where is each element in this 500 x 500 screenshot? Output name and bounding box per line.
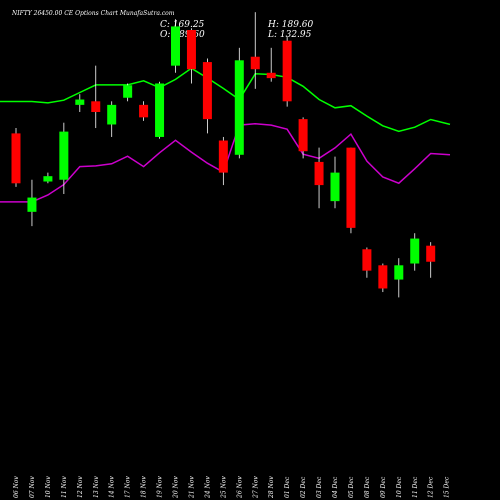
candle [171,19,180,73]
x-axis-labels: 06 Nov 07 Nov 10 Nov 11 Nov 12 Nov 13 Nov 14 N… [13,476,451,499]
candle-body-down [346,147,356,228]
candle [266,47,276,82]
x-tick-label: 04 Dec [332,476,339,498]
candle-body-up [27,197,37,212]
chart-title: NIFTY 26450.00 CE Options Chart MunafaSu… [11,10,175,17]
x-tick-label: 13 Nov [93,476,100,498]
high-label: H: 189.60 [267,20,314,30]
candle [298,117,308,159]
candle-body-up [234,60,244,155]
candle-body-down [250,56,260,70]
x-tick-label: 18 Nov [141,476,148,498]
candle-body-down [266,72,276,79]
x-tick-label: 07 Nov [29,476,36,498]
candle-body-down [11,133,21,184]
candle-body-up [43,176,53,182]
x-tick-label: 20 Nov [173,476,180,499]
candle [91,65,101,129]
candle-body-down [282,40,292,102]
candle-body-down [298,119,308,152]
candle-body-up [410,238,420,264]
overlay-lines [0,67,451,203]
x-tick-label: 09 Dec [380,476,387,498]
candle-body-down [362,249,372,271]
candle [282,37,292,107]
x-tick-label: 24 Nov [204,476,211,499]
candle [330,156,340,209]
x-tick-label: 12 Dec [428,476,435,498]
candle-body-up [394,265,404,280]
x-tick-label: 02 Dec [300,476,307,498]
x-tick-label: 15 Dec [444,476,451,498]
candle [11,128,21,187]
candle-body-up [330,172,340,202]
open-label: O: 189.60 [160,30,205,40]
candle [155,81,165,139]
candle-body-up [123,85,133,98]
candle-body-down [378,265,388,289]
candle [218,136,228,186]
x-tick-label: 26 Nov [236,476,243,499]
candle [314,147,324,209]
candle [59,122,69,194]
candle-body-down [314,161,324,186]
candle [346,147,356,234]
x-tick-label: 11 Dec [412,476,419,498]
x-tick-label: 11 Nov [61,476,68,498]
candle [139,101,149,121]
x-tick-label: 25 Nov [220,476,227,499]
x-tick-label: 12 Nov [77,476,84,498]
candle [250,12,260,89]
x-tick-label: 05 Dec [348,476,355,498]
x-tick-label: 03 Dec [316,476,323,498]
candle [426,242,436,278]
close-label: C: 169.25 [160,20,205,30]
candle [27,179,37,227]
x-tick-label: 19 Nov [157,476,164,498]
overlay-line-2 [0,122,451,203]
candle [186,28,196,84]
candle-body-up [107,104,117,125]
candle [378,263,388,293]
candle-body-down [218,140,228,173]
candle [123,83,133,102]
candle [410,233,420,271]
candle [75,94,85,112]
candle-body-down [186,30,196,70]
candle-body-down [91,101,101,112]
candle [43,172,53,184]
candle [107,101,117,137]
x-tick-label: 01 Dec [284,476,291,498]
candle-body-down [139,104,149,118]
candle [362,247,372,278]
candle-body-up [75,99,85,105]
candle [234,47,244,159]
x-tick-label: 10 Nov [45,476,52,498]
candle-body-up [59,131,69,180]
overlay-line-1 [0,67,451,133]
x-tick-label: 21 Nov [188,476,195,499]
candle-body-up [155,83,165,137]
x-tick-label: 06 Nov [13,476,20,498]
x-tick-label: 14 Nov [109,476,116,498]
x-tick-label: 17 Nov [125,476,132,498]
candle [202,58,212,134]
x-tick-label: 28 Nov [268,476,275,499]
x-tick-label: 08 Dec [364,476,371,498]
candle-body-down [426,245,436,262]
x-tick-label: 27 Nov [252,476,259,499]
candle-body-up [171,26,180,66]
x-tick-label: 10 Dec [396,476,403,498]
candle [394,258,404,298]
candle-body-down [202,62,212,120]
low-label: L: 132.95 [267,30,312,40]
candles [11,12,436,298]
